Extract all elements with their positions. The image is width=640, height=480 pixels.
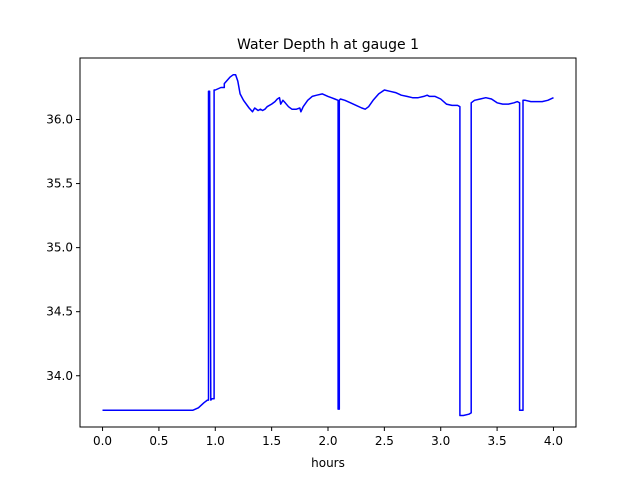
x-tick-label: 1.5 (262, 434, 281, 448)
y-tick-label: 35.5 (46, 177, 73, 191)
axes: 0.0 0.5 1.0 1.5 2.0 2.5 3.0 3.5 4.0 34.0 34.5 35.0 3… (46, 57, 577, 448)
x-tick-label: 1.0 (206, 434, 225, 448)
plot-area (102, 73, 554, 417)
x-axis-label: hours (311, 456, 345, 470)
x-tick-label: 0.0 (93, 434, 112, 448)
x-tick-label: 3.0 (431, 434, 450, 448)
x-tick-label: 4.0 (544, 434, 563, 448)
y-tick-label: 35.0 (46, 241, 73, 255)
y-tick-label: 34.0 (46, 369, 73, 383)
series-line-0 (102, 73, 554, 417)
y-tick-label: 36.0 (46, 113, 73, 127)
x-tick-label: 3.5 (488, 434, 507, 448)
y-tick-label: 34.5 (46, 305, 73, 319)
x-tick-label: 2.5 (375, 434, 394, 448)
chart-title: Water Depth h at gauge 1 (237, 37, 419, 53)
x-tick-label: 2.0 (318, 434, 337, 448)
x-tick-label: 0.5 (149, 434, 168, 448)
